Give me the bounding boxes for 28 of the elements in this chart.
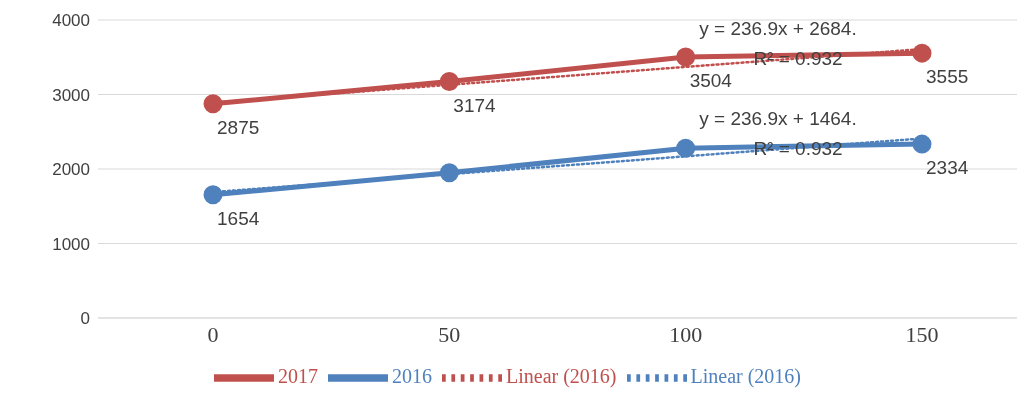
annotation: y = 236.9x + 1464.	[699, 108, 857, 130]
point	[203, 94, 223, 114]
y-tick-label: 1000	[52, 234, 90, 254]
y-tick-label: 2000	[52, 160, 90, 180]
point	[912, 43, 932, 63]
legend-label: 2016	[391, 364, 432, 387]
x-tick-label: 100	[669, 321, 703, 347]
point	[439, 163, 459, 183]
x-tick-label: 0	[207, 321, 219, 347]
x-tick-label: 150	[905, 321, 939, 347]
y-tick-label: 3000	[52, 85, 90, 105]
data-label: 2875	[217, 116, 260, 138]
legend-label: Linear (2016)	[505, 364, 617, 387]
y-tick-label: 4000	[52, 11, 90, 31]
point	[439, 72, 459, 92]
data-label: 3555	[926, 66, 969, 88]
data-label: 1654	[217, 207, 260, 229]
point	[676, 138, 696, 158]
legend-label: 2017	[277, 364, 318, 387]
legend-label: Linear (2016)	[690, 364, 802, 387]
data-label: 3174	[453, 94, 497, 116]
x-tick-label: 50	[438, 321, 461, 347]
point	[676, 47, 696, 67]
point	[912, 134, 932, 154]
point	[203, 185, 223, 205]
annotation: y = 236.9x + 2684.	[699, 18, 857, 40]
data-label: 2334	[926, 157, 969, 179]
data-label: 3504	[689, 69, 733, 91]
